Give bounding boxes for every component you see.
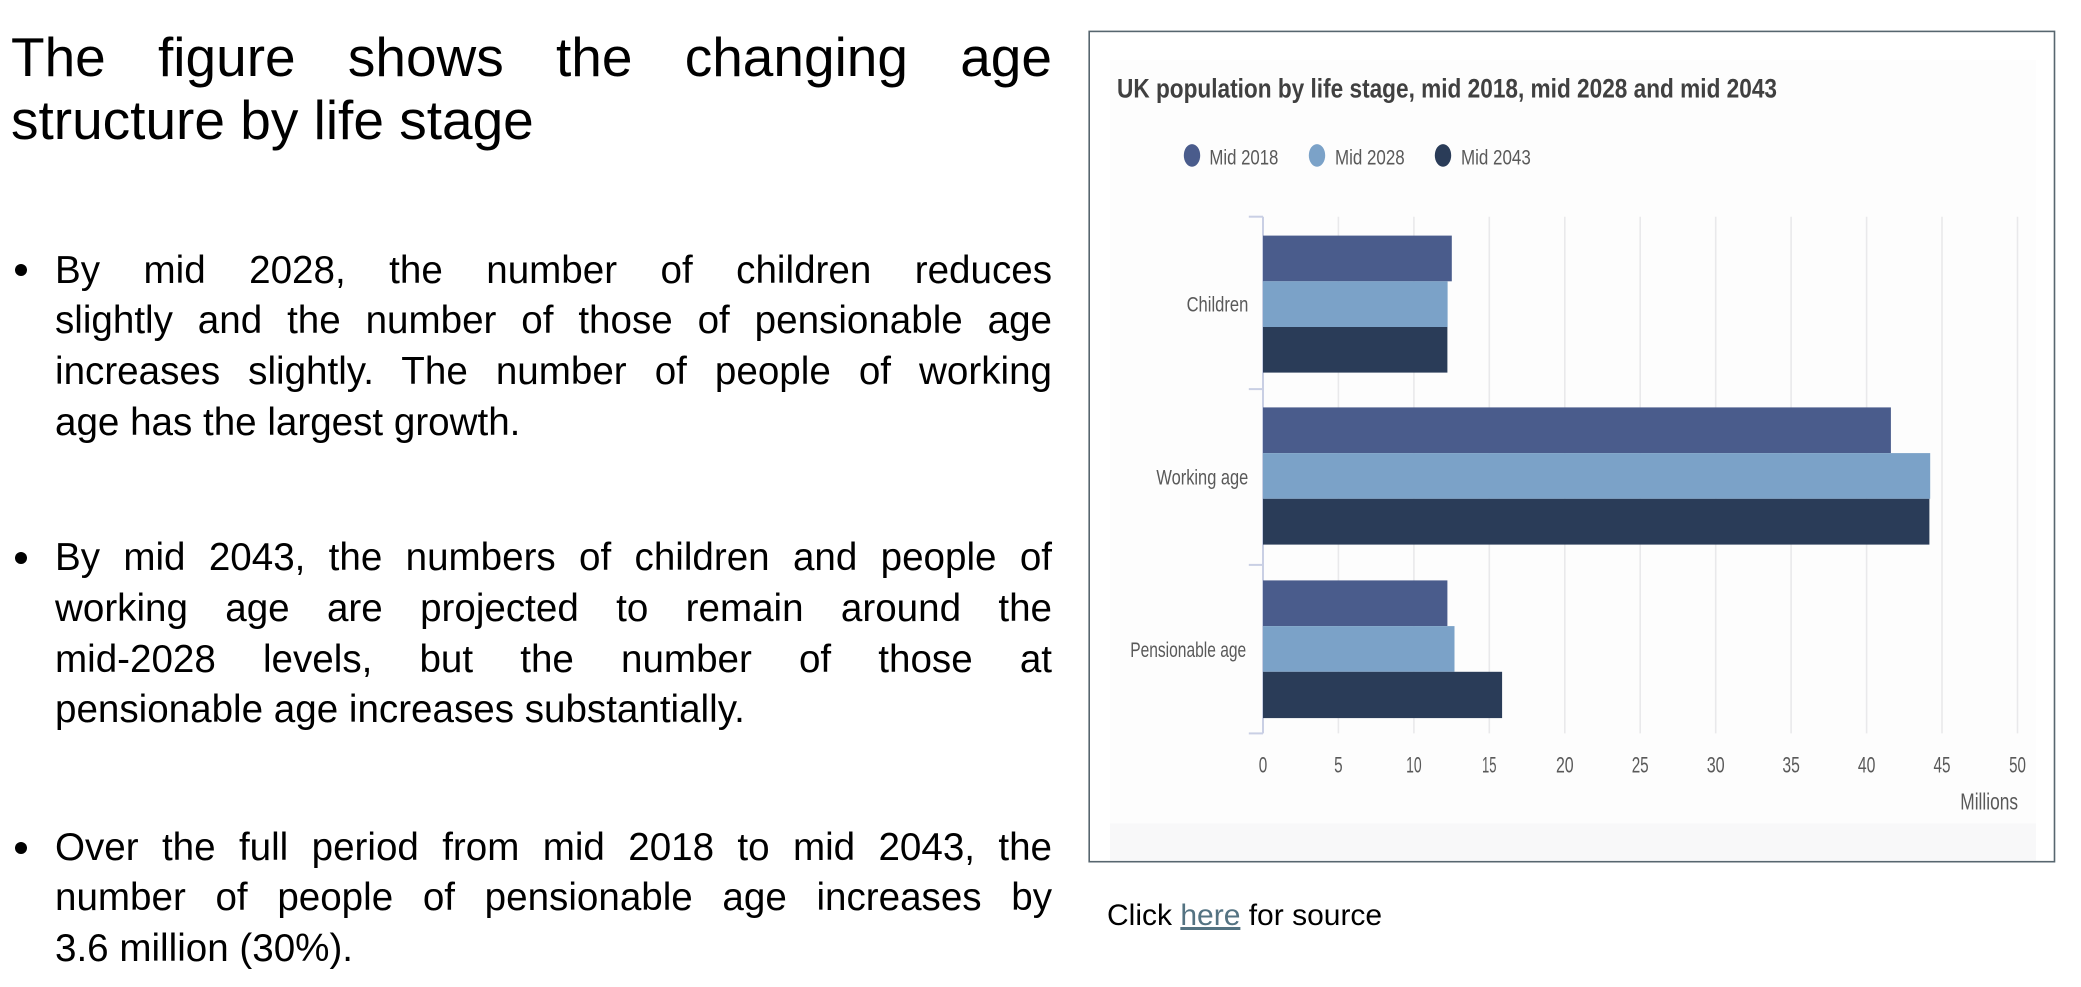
svg-text:Mid 2043: Mid 2043	[1461, 145, 1531, 169]
svg-text:30: 30	[1707, 752, 1725, 777]
svg-text:45: 45	[1934, 752, 1951, 777]
svg-text:35: 35	[1782, 752, 1800, 777]
svg-text:50: 50	[2009, 752, 2026, 777]
svg-text:0: 0	[1259, 752, 1268, 777]
svg-text:Working age: Working age	[1156, 465, 1248, 489]
svg-text:UK population by life stage, m: UK population by life stage, mid 2018, m…	[1117, 74, 1777, 104]
svg-text:40: 40	[1858, 752, 1876, 777]
svg-text:25: 25	[1632, 752, 1649, 777]
svg-text:15: 15	[1482, 752, 1497, 777]
svg-text:Mid 2018: Mid 2018	[1209, 145, 1278, 169]
svg-text:Children: Children	[1187, 292, 1249, 316]
svg-text:5: 5	[1334, 752, 1343, 777]
svg-text:20: 20	[1556, 752, 1574, 777]
svg-text:Pensionable age: Pensionable age	[1130, 638, 1246, 662]
svg-text:10: 10	[1406, 752, 1422, 777]
svg-text:Millions: Millions	[1960, 788, 2018, 814]
svg-text:Mid 2028: Mid 2028	[1335, 145, 1405, 169]
